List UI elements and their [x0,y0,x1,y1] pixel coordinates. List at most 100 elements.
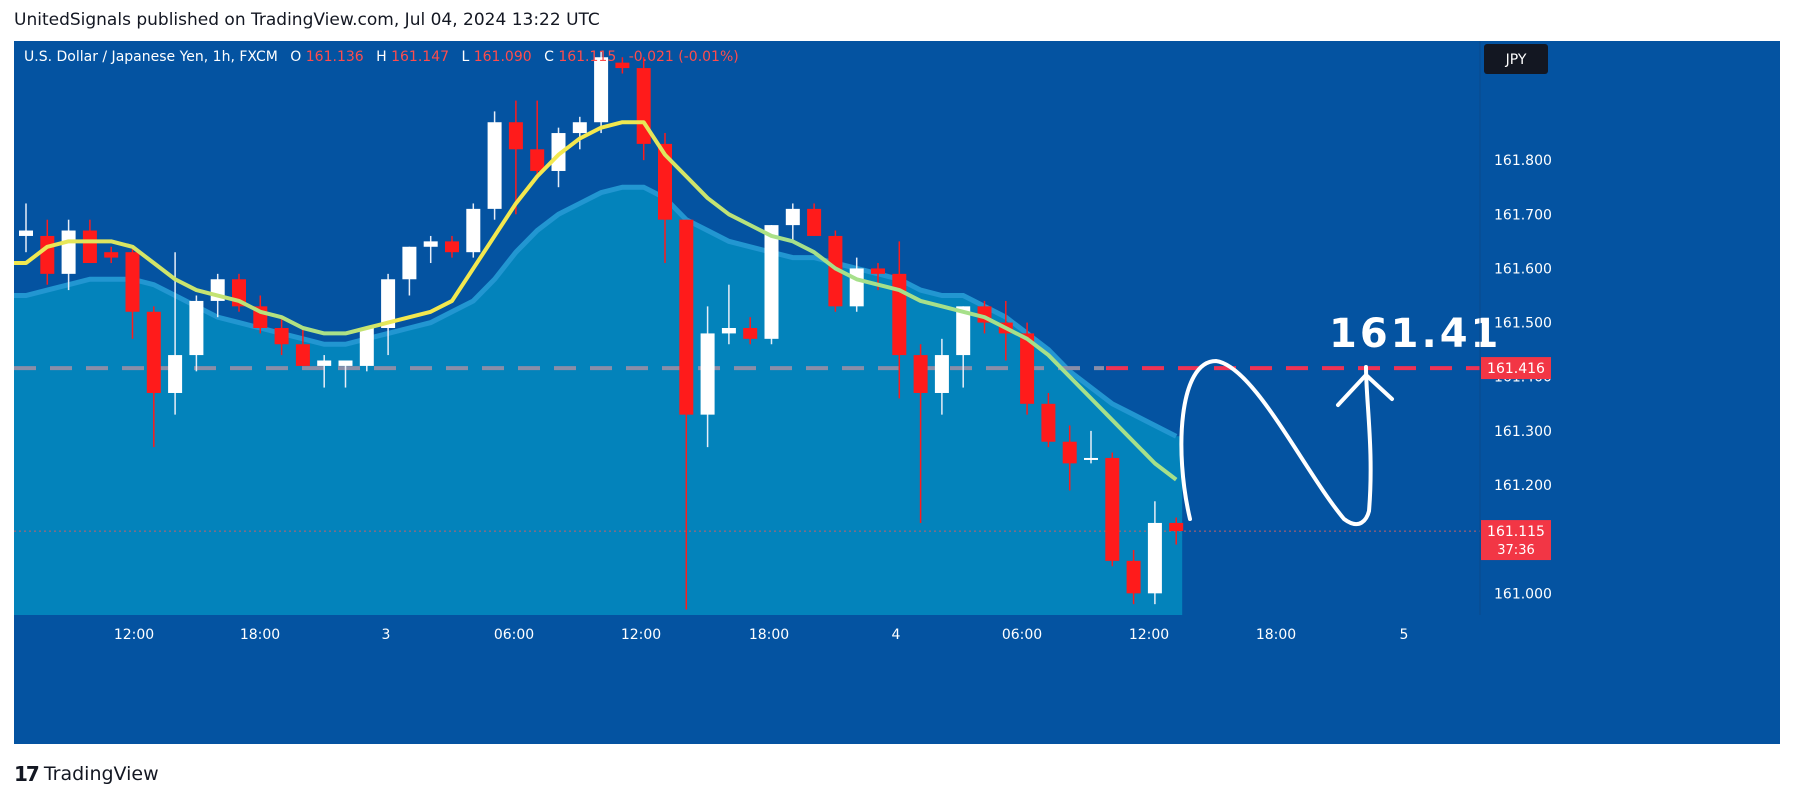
candle [1062,425,1077,491]
candle-body-down [807,208,822,236]
candle-body-down [1041,403,1056,442]
candle [572,116,587,150]
symbol-name: U.S. Dollar / Japanese Yen, 1h, FXCM [24,49,278,65]
high-label: H [376,49,387,65]
forecast-annotation: 161.41 [1179,311,1498,526]
currency-label: JPY [1505,52,1527,68]
candle-body-down [274,328,289,345]
candle [1169,517,1184,545]
price-tick-label: 161.300 [1494,424,1552,440]
candle-body-down [871,268,885,274]
low-value: 161.090 [474,49,532,65]
candle-body-up [764,225,779,339]
price-tick-label: 161.700 [1494,207,1552,223]
candle-body-down [508,122,523,150]
candle-body-up [423,241,438,247]
candle [1105,452,1120,567]
candle-body-down [445,241,459,253]
candle-body-up [700,333,715,415]
candle-body-up [61,230,76,274]
current-price-label: 161.115 [1487,524,1545,540]
price-tick-label: 161.500 [1494,316,1552,332]
band-area [14,187,1183,615]
time-axis-band [14,615,1780,744]
candle-body-up [466,208,481,253]
candle-body-down [615,62,630,69]
time-tick-label: 5 [1400,627,1409,643]
candle-body-up [551,133,566,171]
candle [317,355,332,388]
tradingview-logo-icon: 17 [14,762,40,786]
candle-body-down [913,355,928,393]
candle-body-down [125,252,140,312]
candle-body-down [828,235,843,307]
brand-name: TradingView [43,763,159,785]
candle [892,241,907,399]
candle [232,273,246,312]
candle-body-down [1126,560,1141,594]
price-tick-label: 161.200 [1494,478,1552,494]
candle-body-up [572,122,587,134]
close-label: C [544,49,554,65]
candle [189,295,204,372]
open-label: O [290,49,301,65]
candle [679,219,694,610]
candle [381,273,396,356]
candle-body-up [317,360,332,366]
candle-body-up [381,279,396,328]
level-price-tag [1481,357,1551,380]
candle [445,235,459,258]
candle [146,306,161,448]
candle-body-down [1062,441,1077,464]
candle-body-down [530,149,545,171]
price-tick-label: 161.600 [1494,261,1552,277]
candle-body-up [721,328,736,334]
candle [743,317,758,345]
candle-body-down [1169,522,1184,532]
candle [508,100,523,215]
candle [764,225,779,345]
candle-body-down [892,273,907,356]
tradingview-footer[interactable]: 17 TradingView [14,762,159,786]
price-tick-label: 161.800 [1494,153,1552,169]
level-price-label: 161.416 [1487,361,1545,377]
candle-body-up [1084,457,1098,460]
time-tick-label: 4 [892,627,901,643]
candle-body-up [785,208,800,226]
candle-body-down [1105,457,1120,561]
candle [1126,550,1141,605]
time-tick-label: 12:00 [621,627,661,643]
change-value: -0.021 (-0.01%) [629,49,739,65]
moving-average-line [14,120,1178,482]
candle-body-down [295,344,310,366]
candle [615,57,630,74]
open-value: 161.136 [306,49,364,65]
candle-body-up [19,230,33,236]
time-axis[interactable]: 12:00 18:00 3 06:00 12:00 18:00 4 06:00 12:00 18:… [14,615,1780,744]
candle-body-up [849,268,864,307]
candle-body-up [1147,522,1162,594]
forecast-arrow-path [1179,358,1373,526]
candle [104,246,119,264]
candle-body-down [146,311,161,393]
candle [807,203,822,236]
time-tick-label: 3 [382,627,391,643]
price-tick-label: 161.000 [1494,586,1552,602]
time-tick-label: 18:00 [749,627,789,643]
candle [785,203,800,242]
candle [487,111,502,220]
current-price-tag [1481,520,1551,561]
chart-area[interactable]: 161.41 161.800 161.700 161.600 161.500 161.4… [14,41,1780,744]
candle [1084,430,1098,464]
time-tick-label: 12:00 [114,627,154,643]
candle-body-up [359,328,374,366]
close-value: 161.115 [558,49,616,65]
price-axis[interactable]: 161.800161.700161.600161.500161.400161.3… [1481,153,1552,602]
candle-body-down [679,219,694,415]
moving-average-lines [14,120,1178,482]
legend-text: U.S. Dollar / Japanese Yen, 1h, FXCM O 1… [24,49,739,65]
publisher-caption: UnitedSignals published on TradingView.c… [14,10,600,30]
candle [274,317,289,356]
price-chart[interactable]: 161.41 161.800 161.700 161.600 161.500 161.4… [14,41,1780,744]
currency-badge[interactable] [1484,44,1548,74]
